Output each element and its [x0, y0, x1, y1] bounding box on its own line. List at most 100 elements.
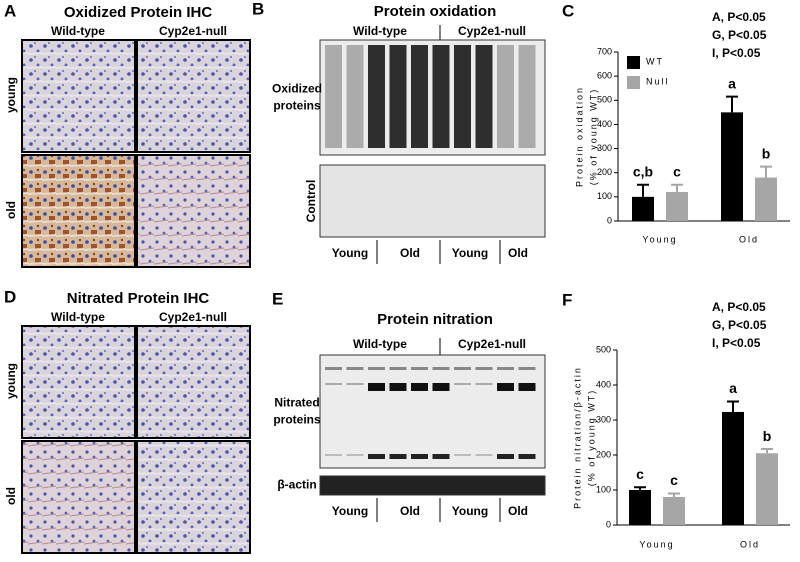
- bar: [756, 453, 778, 525]
- blot-band: [411, 383, 428, 391]
- panel-label: E: [272, 289, 283, 308]
- blot-smear: [346, 45, 364, 148]
- error-bar: [726, 95, 738, 113]
- legend-swatch: [627, 76, 640, 89]
- blot-band: [518, 367, 536, 370]
- bar: [663, 497, 685, 525]
- blot-band: [475, 383, 493, 385]
- panel-title: Protein nitration: [377, 311, 493, 328]
- legend-label: Null: [646, 76, 670, 86]
- y-tick-label: 600: [597, 71, 612, 81]
- micrograph: [136, 154, 251, 268]
- panel-title: Nitrated Protein IHC: [67, 290, 210, 307]
- error-bar: [727, 400, 739, 412]
- column-header: Cyp2e1-null: [159, 310, 227, 324]
- band-label: proteins: [273, 99, 321, 113]
- blot-smear: [454, 45, 471, 148]
- blot-band: [497, 367, 514, 370]
- blot-band: [368, 454, 385, 459]
- blot-band: [325, 383, 342, 385]
- blot-band: [432, 383, 450, 391]
- lane-label: Old: [400, 504, 420, 518]
- group-label: Cyp2e1-null: [458, 24, 526, 38]
- error-bar: [668, 492, 680, 497]
- y-tick-label: 500: [596, 344, 611, 354]
- error-bar: [761, 448, 773, 454]
- y-tick-label: 300: [596, 414, 611, 424]
- stat-text: I, P<0.05: [712, 336, 761, 350]
- group-label: Wild-type: [353, 24, 407, 38]
- y-tick-label: 0: [606, 519, 611, 529]
- significance-letter: b: [763, 428, 772, 444]
- blot-band: [432, 454, 450, 459]
- panel-label: B: [252, 0, 264, 18]
- x-tick-label: Old: [739, 234, 759, 244]
- lane-label: Old: [508, 246, 528, 260]
- lane-label: Young: [452, 246, 488, 260]
- lane-label: Young: [332, 504, 368, 518]
- stat-text: I, P<0.05: [712, 46, 761, 60]
- band-label: proteins: [273, 413, 321, 427]
- blot-band: [518, 383, 536, 391]
- x-tick-label: Old: [740, 539, 760, 549]
- blot-band: [432, 367, 450, 370]
- blot-band: [497, 383, 514, 391]
- panel-title: Protein oxidation: [374, 3, 497, 20]
- blot-band: [346, 383, 364, 385]
- blot: [319, 475, 546, 496]
- blot-band: [475, 367, 493, 370]
- micrograph: [136, 325, 251, 439]
- stat-text: G, P<0.05: [712, 28, 767, 42]
- bar: [721, 112, 743, 221]
- blot-band: [411, 367, 428, 370]
- column-header: Cyp2e1-null: [159, 24, 227, 38]
- significance-letter: b: [762, 145, 771, 161]
- group-label: Cyp2e1-null: [458, 337, 526, 351]
- y-tick-label: 100: [597, 191, 612, 201]
- blot-smear: [389, 45, 407, 148]
- blot-smear: [497, 45, 514, 148]
- panel-label: C: [562, 1, 574, 20]
- micrograph: [21, 440, 136, 554]
- y-axis-label: (% of young WT): [588, 88, 598, 186]
- blot-band: [346, 454, 364, 456]
- lane-label: Old: [400, 246, 420, 260]
- column-header: Wild-type: [51, 310, 105, 324]
- blot: [319, 354, 546, 469]
- blot: [319, 164, 546, 238]
- row-label: old: [4, 201, 18, 219]
- band-label: Nitrated: [274, 396, 319, 410]
- micrograph: [21, 39, 136, 153]
- blot-smear: [432, 45, 450, 148]
- blot-band: [368, 383, 385, 391]
- group-label: Wild-type: [353, 337, 407, 351]
- blot-band: [325, 367, 342, 370]
- y-tick-label: 400: [596, 379, 611, 389]
- bar: [666, 192, 688, 221]
- blot-band: [497, 454, 514, 459]
- micrograph: [21, 154, 136, 268]
- x-tick-label: Young: [639, 539, 674, 549]
- blot-smear: [518, 45, 536, 148]
- significance-letter: c: [673, 163, 681, 179]
- y-tick-label: 300: [597, 143, 612, 153]
- blot-band: [346, 367, 364, 370]
- error-bar: [671, 183, 683, 193]
- significance-letter: c: [636, 466, 644, 482]
- lane-label: Young: [332, 246, 368, 260]
- stat-text: G, P<0.05: [712, 318, 767, 332]
- lane-label: Old: [508, 504, 528, 518]
- blot-band: [389, 367, 407, 370]
- error-bar: [634, 486, 646, 490]
- stat-text: A, P<0.05: [712, 300, 766, 314]
- blot-band: [368, 367, 385, 370]
- error-bar: [760, 165, 772, 178]
- band-label: Oxidized: [272, 82, 322, 96]
- micrograph: [21, 325, 136, 439]
- row-label: young: [4, 77, 18, 113]
- blot-band: [411, 454, 428, 459]
- control-label: β-actin: [277, 478, 316, 492]
- micrograph: [136, 39, 251, 153]
- blot-band: [475, 454, 493, 456]
